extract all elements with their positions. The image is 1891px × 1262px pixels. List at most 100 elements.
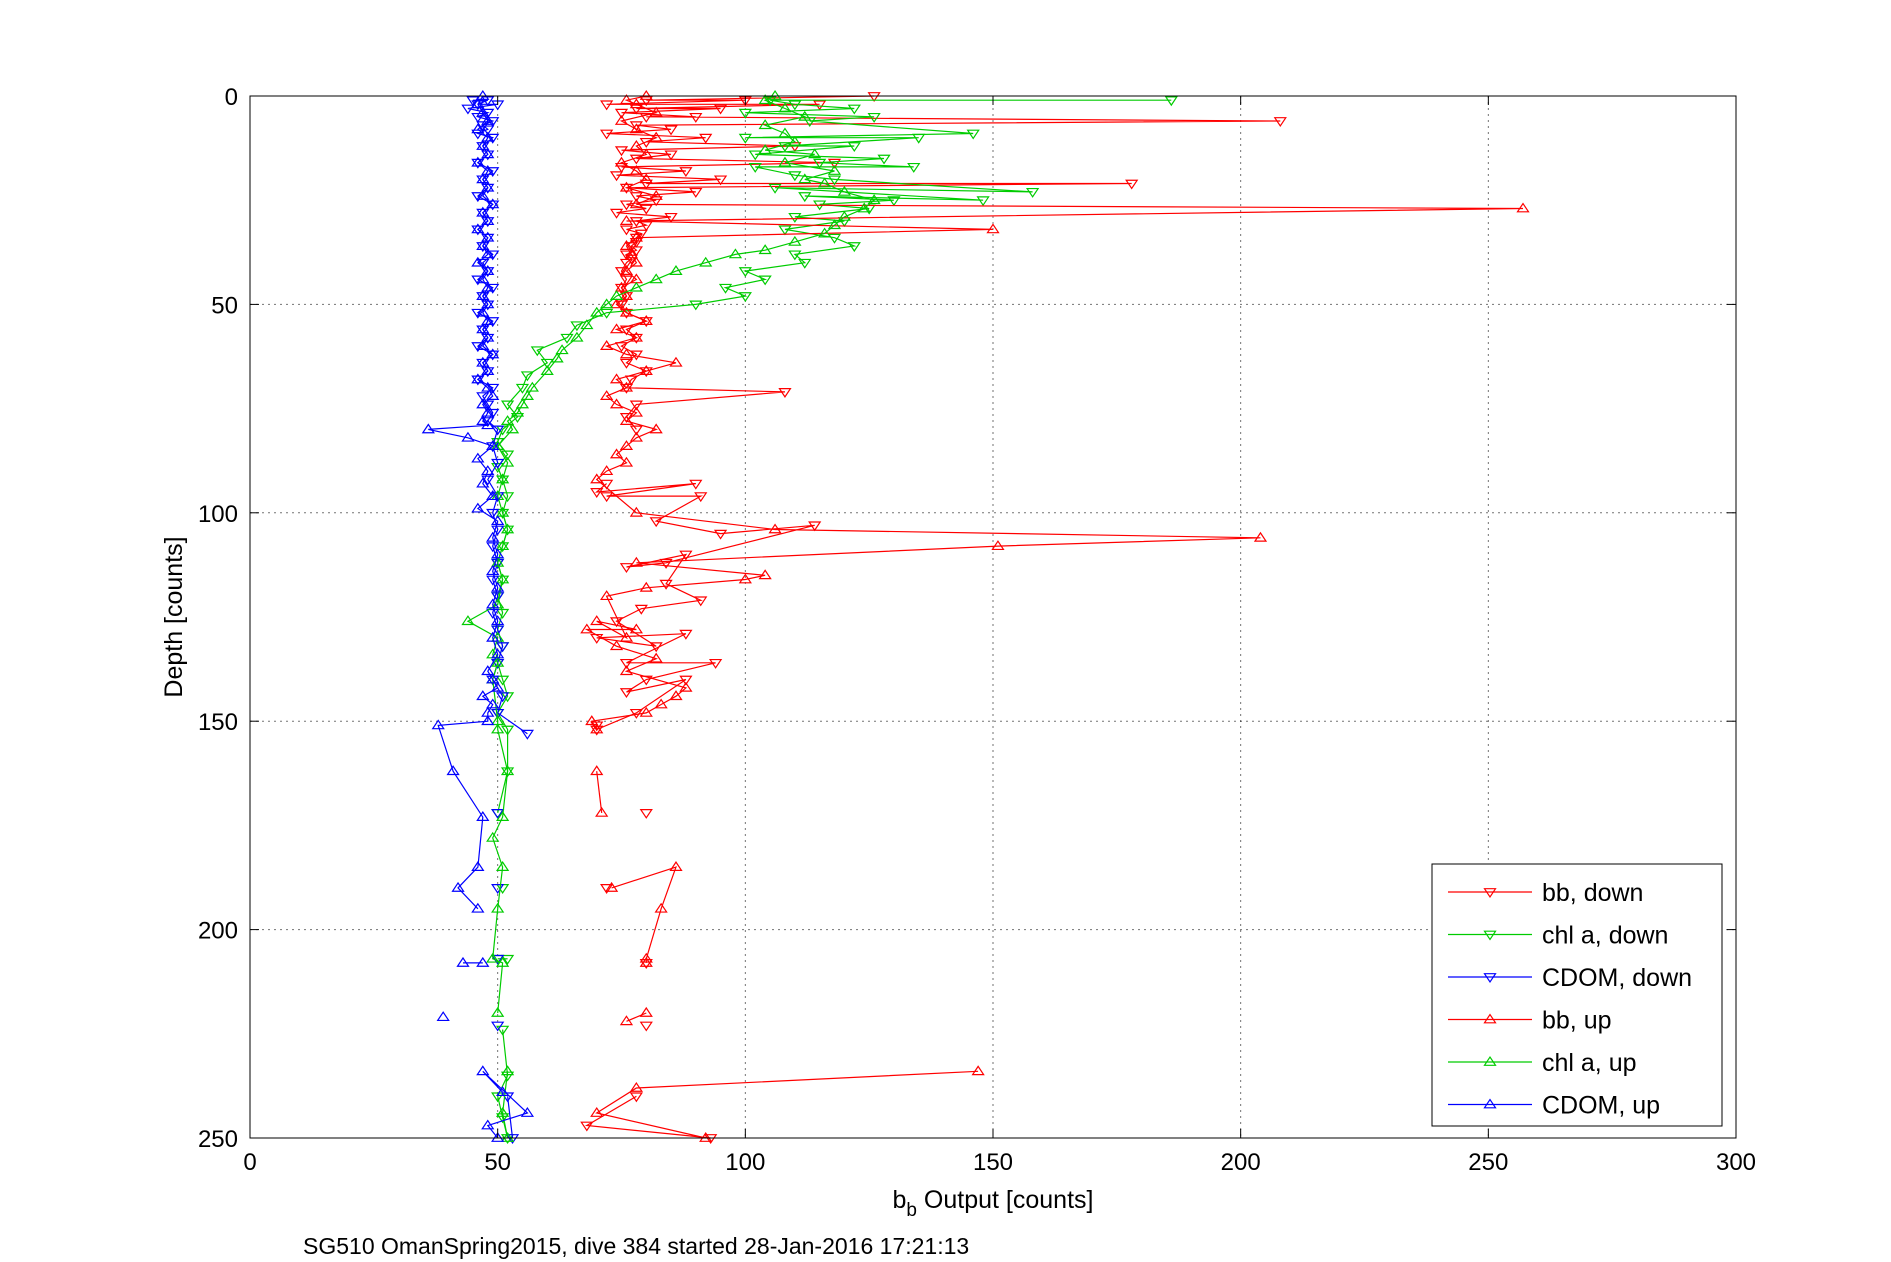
data-point-bb-up <box>639 315 653 325</box>
data-point-chl-a-up <box>525 381 539 392</box>
data-point-chl-a-down <box>500 725 515 736</box>
data-point-bb-up <box>629 331 643 342</box>
data-point-bb-down <box>600 129 614 140</box>
data-point-chl-a-down <box>495 542 510 553</box>
data-point-cdom-down <box>476 325 490 336</box>
data-point-cdom-up <box>476 1065 490 1076</box>
data-point-bb-up <box>619 290 634 300</box>
data-point-cdom-down <box>476 358 490 369</box>
data-point-bb-down <box>624 375 639 386</box>
data-point-bb-up <box>654 902 668 913</box>
data-point-cdom-down <box>481 300 495 311</box>
data-point-cdom-down <box>471 225 485 236</box>
data-point-bb-up <box>669 356 683 367</box>
data-point-cdom-up <box>481 231 495 242</box>
data-point-bb-up <box>738 573 752 584</box>
data-point-chl-a-up <box>609 290 624 300</box>
data-point-cdom-up <box>486 565 500 576</box>
data-point-cdom-up <box>486 598 500 609</box>
data-point-cdom-up <box>476 273 490 284</box>
data-point-cdom-up <box>486 531 500 542</box>
y-tick-label: 0 <box>225 84 238 111</box>
x-tick-label: 0 <box>243 1149 256 1176</box>
data-point-bb-up <box>609 640 624 651</box>
data-point-bb-up <box>600 340 614 350</box>
x-axis-label: bb Output [counts] <box>893 1186 1094 1221</box>
data-point-cdom-up <box>431 719 445 730</box>
data-point-bb-down <box>713 529 728 540</box>
data-point-bb-up <box>600 590 614 601</box>
data-point-cdom-up <box>476 240 490 250</box>
data-point-cdom-down <box>476 392 490 403</box>
data-point-bb-up <box>649 131 663 142</box>
data-point-bb-up <box>619 415 634 426</box>
data-point-bb-up <box>609 323 624 334</box>
data-point-bb-up <box>991 540 1005 551</box>
data-point-cdom-down <box>481 96 495 107</box>
data-point-bb-down <box>713 175 728 186</box>
data-point-cdom-up <box>481 381 495 392</box>
series-line-cdom-up <box>482 1070 529 1139</box>
data-point-cdom-up <box>491 681 505 692</box>
data-point-chl-a-down <box>748 150 762 161</box>
data-point-bb-down <box>699 133 713 144</box>
data-point-cdom-up <box>471 123 485 134</box>
y-tick-label: 200 <box>198 918 238 945</box>
x-axis-label-rest: Output [counts] <box>917 1186 1094 1214</box>
data-point-chl-a-down <box>778 225 792 236</box>
data-point-chl-a-down <box>491 1092 505 1103</box>
data-point-cdom-up <box>476 356 490 367</box>
data-point-chl-a-down <box>788 212 802 223</box>
data-point-bb-down <box>813 100 827 111</box>
data-point-chl-a-up <box>491 715 505 726</box>
data-point-cdom-up <box>476 89 490 100</box>
data-point-cdom-up <box>421 423 435 434</box>
data-point-chl-a-down <box>600 308 614 319</box>
data-point-bb-up <box>619 215 634 225</box>
data-point-cdom-up <box>481 181 495 192</box>
data-point-bb-up <box>619 456 634 467</box>
legend-box <box>1431 863 1723 1127</box>
data-point-bb-up <box>629 431 643 442</box>
data-point-chl-a-down <box>510 413 525 423</box>
data-point-bb-down <box>649 517 663 528</box>
data-point-bb-up <box>629 506 643 517</box>
data-point-bb-up <box>590 473 604 484</box>
data-point-chl-a-down <box>758 275 772 286</box>
data-point-bb-up <box>580 623 594 634</box>
data-point-chl-a-down <box>495 675 510 686</box>
legend-marker <box>1483 1098 1497 1109</box>
data-point-cdom-up <box>476 415 490 426</box>
data-point-cdom-up <box>486 698 500 709</box>
data-point-cdom-down <box>486 383 500 394</box>
data-point-chl-a-up <box>788 135 802 146</box>
data-point-chl-a-down <box>738 267 752 278</box>
data-point-chl-a-down <box>520 371 535 382</box>
data-point-chl-a-up <box>500 415 515 426</box>
data-point-chl-a-up <box>649 273 663 284</box>
data-point-cdom-up <box>486 390 500 400</box>
data-point-bb-down <box>590 721 604 732</box>
data-point-bb-down <box>629 121 643 132</box>
data-point-bb-up <box>619 94 634 105</box>
data-point-chl-a-down <box>495 608 510 619</box>
data-point-bb-up <box>614 156 629 167</box>
data-point-cdom-up <box>481 706 495 717</box>
data-point-bb-up <box>629 198 643 209</box>
data-point-chl-a-down <box>847 104 861 115</box>
data-point-bb-up <box>619 306 634 317</box>
data-point-chl-a-up <box>491 656 505 667</box>
data-point-cdom-down <box>486 250 500 261</box>
data-point-bb-up <box>619 1015 634 1026</box>
data-point-cdom-down <box>481 108 495 119</box>
data-point-chl-a-up <box>629 281 643 292</box>
data-point-chl-a-up <box>515 398 530 409</box>
data-point-cdom-down <box>481 233 495 244</box>
data-point-cdom-up <box>451 881 465 892</box>
data-point-bb-down <box>708 658 723 669</box>
data-point-chl-a-up <box>827 219 842 230</box>
data-point-cdom-up <box>476 206 490 217</box>
data-point-bb-up <box>1516 202 1530 213</box>
x-tick-label: 300 <box>1716 1149 1756 1176</box>
